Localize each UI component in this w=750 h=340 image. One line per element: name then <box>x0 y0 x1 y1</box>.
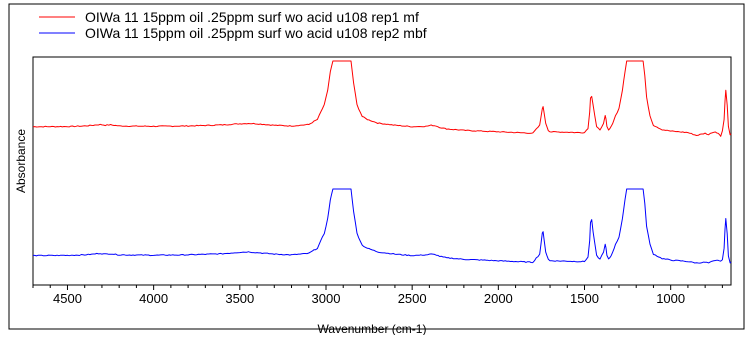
plot-area <box>32 56 732 286</box>
chart-frame <box>8 3 745 330</box>
x-tick-label-3000: 3000 <box>312 291 341 306</box>
legend-label-2: OIWa 11 15ppm oil .25ppm surf wo acid u1… <box>85 25 427 41</box>
x-tick-label-3500: 3500 <box>225 291 254 306</box>
x-tick-label-2500: 2500 <box>398 291 427 306</box>
x-tick-label-4000: 4000 <box>139 291 168 306</box>
x-tick-label-1000: 1000 <box>656 291 685 306</box>
x-tick-label-2000: 2000 <box>484 291 513 306</box>
series-line-1 <box>32 60 732 137</box>
series-line-2 <box>33 188 732 264</box>
y-axis-label: Absorbance <box>14 129 28 193</box>
x-axis-label: Wavenumber (cm-1) <box>318 322 427 335</box>
x-tick-label-1500: 1500 <box>570 291 599 306</box>
x-tick-label-4500: 4500 <box>53 291 82 306</box>
legend-label-1: OIWa 11 15ppm oil .25ppm surf wo acid u1… <box>85 9 419 25</box>
